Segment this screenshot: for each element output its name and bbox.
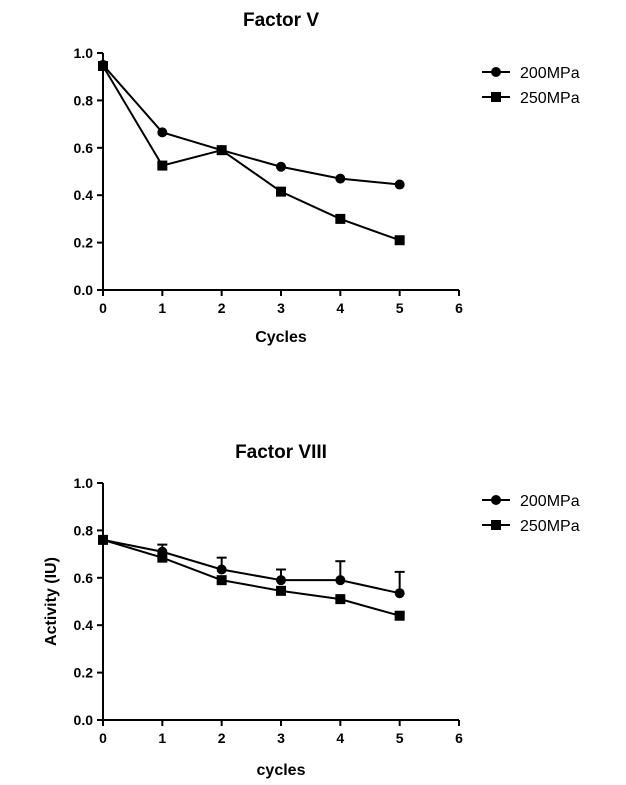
y-tick-label: 0.4 (74, 617, 94, 633)
data-point (394, 235, 405, 246)
x-tick-label: 1 (158, 730, 166, 746)
x-axis-label: cycles (257, 762, 306, 779)
y-tick-label: 0.6 (74, 570, 94, 586)
legend-label: 200MPa (520, 493, 580, 510)
x-tick-label: 3 (277, 730, 285, 746)
data-point (157, 552, 168, 563)
x-tick-label: 6 (455, 730, 463, 746)
x-tick-label: 5 (396, 300, 404, 316)
series-line (102, 65, 401, 242)
legend: 200MPa 250MPa (482, 65, 580, 107)
data-point (276, 161, 286, 172)
data-point (276, 585, 286, 596)
y-axis-label: Activity (IU) (43, 557, 60, 646)
chart-1: Factor V 0 1 2 3 4 5 6 0.0 0.2 0.4 0.6 0.8 1.0 Cycles 2… (74, 10, 580, 346)
data-point (335, 575, 346, 586)
x-tick-label: 4 (336, 730, 344, 746)
y-tick-label: 1.0 (74, 475, 94, 491)
data-point (98, 534, 108, 545)
series-line (102, 64, 400, 186)
y-tick-label: 0.2 (74, 235, 94, 251)
y-tick-label: 0.8 (74, 522, 94, 538)
data-point (216, 575, 227, 586)
chart-2: Factor VIII 0 1 2 3 4 5 6 0.0 0.2 0.4 0.6 0.8 1.0 cycl… (43, 442, 580, 779)
legend-marker (491, 495, 501, 505)
data-point (335, 594, 346, 605)
x-tick-label: 5 (396, 730, 404, 746)
x-tick-label: 2 (218, 730, 226, 746)
data-point (216, 564, 227, 575)
series-250MPa (98, 61, 405, 246)
chart-title: Factor VIII (235, 442, 327, 463)
legend-marker (491, 520, 501, 530)
x-tick-label: 3 (277, 300, 285, 316)
data-point (216, 145, 227, 156)
x-axis-label: Cycles (255, 329, 307, 346)
x-tick-label: 0 (99, 730, 107, 746)
data-point (394, 588, 405, 599)
x-tick-label: 6 (455, 300, 463, 316)
y-tick-label: 0.4 (74, 187, 94, 203)
y-tick-label: 0.2 (74, 665, 94, 681)
y-tick-label: 0.0 (74, 282, 94, 298)
data-point (276, 186, 286, 197)
y-tick-label: 0.6 (74, 140, 94, 156)
x-tick-label: 4 (336, 300, 344, 316)
data-point (394, 610, 405, 621)
series-line (102, 538, 400, 595)
legend: 200MPa 250MPa (482, 493, 580, 535)
series-line (102, 538, 400, 617)
legend-marker (491, 92, 501, 102)
data-point (394, 179, 405, 190)
data-point (276, 575, 286, 586)
data-point (335, 213, 346, 224)
x-tick-label: 1 (158, 300, 166, 316)
legend-label: 200MPa (520, 65, 580, 82)
data-point (157, 160, 168, 171)
x-tick-label: 0 (99, 300, 107, 316)
legend-label: 250MPa (520, 90, 580, 107)
data-point (98, 61, 108, 72)
data-point (335, 173, 346, 184)
series-200MPa (98, 534, 405, 599)
chart-title: Factor V (243, 10, 319, 31)
y-tick-label: 0.8 (74, 92, 94, 108)
x-tick-label: 2 (218, 300, 226, 316)
y-tick-label: 1.0 (74, 45, 94, 61)
series-250MPa (98, 534, 405, 621)
legend-marker (491, 67, 501, 77)
data-point (157, 127, 168, 138)
legend-label: 250MPa (520, 518, 580, 535)
y-tick-label: 0.0 (74, 712, 94, 728)
